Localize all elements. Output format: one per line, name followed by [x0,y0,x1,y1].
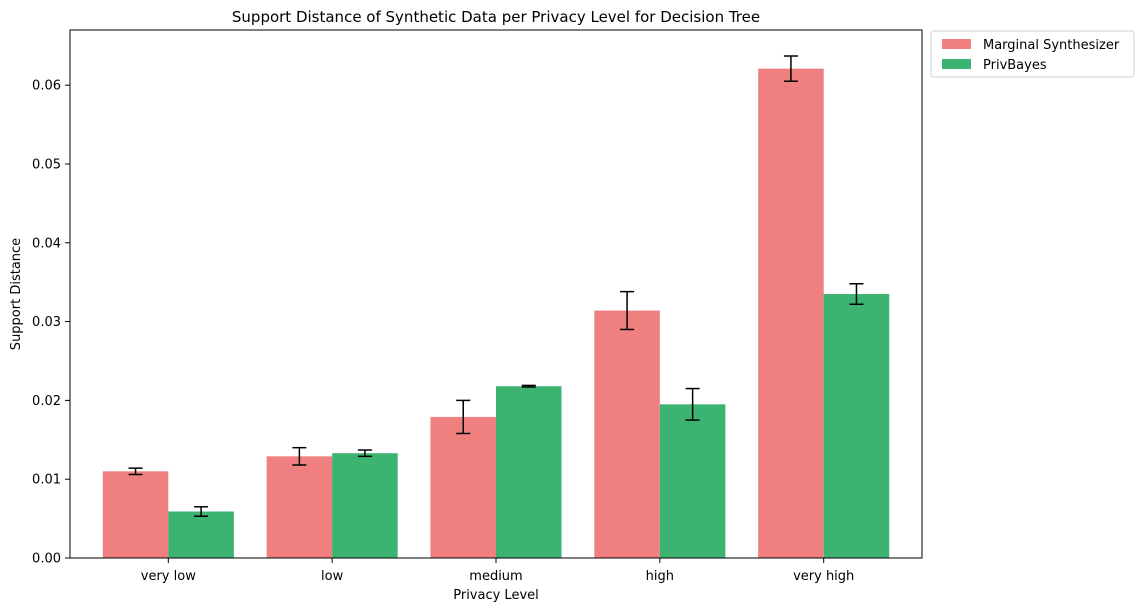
y-tick-label: 0.01 [32,473,61,488]
bar-marginal-synthesizer-high [594,310,660,558]
error-bar-privbayes-very-low [194,506,209,517]
error-bar-marginal-synthesizer-high [620,290,635,331]
error-bar-marginal-synthesizer-low [292,446,307,466]
bar-privbayes-high [659,404,726,558]
y-tick-label: 0.02 [32,394,61,409]
error-bar-privbayes-high [685,387,700,421]
x-axis: very low low medium high very high [141,558,854,584]
x-tick-label-medium: medium [469,569,522,584]
bar-marginal-synthesizer-very-high [758,68,824,558]
legend-label-privbayes: PrivBayes [983,58,1047,73]
error-bar-privbayes-low [357,449,372,458]
bar-privbayes-medium [496,386,562,558]
x-tick-label-very-low: very low [141,569,196,584]
x-tick-label-high: high [646,569,674,584]
error-bar-marginal-synthesizer-very-low [128,467,143,476]
legend: Marginal Synthesizer PrivBayes [930,30,1135,78]
x-tick-label-very-high: very high [793,569,854,584]
chart-title: Support Distance of Synthetic Data per P… [232,8,760,26]
y-tick-label: 0.06 [32,79,61,94]
bars-layer [102,68,890,558]
bar-marginal-synthesizer-medium [430,416,496,558]
x-tick-label-low: low [321,569,344,584]
legend-frame [930,30,1135,78]
legend-swatch-privbayes [942,59,971,69]
y-tick-label: 0.03 [32,315,61,330]
error-bar-privbayes-very-high [849,283,864,305]
bar-privbayes-very-low [168,511,234,558]
y-tick-label: 0.00 [32,552,61,567]
x-axis-label: Privacy Level [453,588,539,603]
bar-privbayes-very-high [823,294,890,558]
bar-marginal-synthesizer-low [266,456,333,558]
legend-label-marginal-synthesizer: Marginal Synthesizer [983,38,1120,53]
legend-swatch-marginal-synthesizer [942,39,971,49]
bar-privbayes-low [332,453,398,558]
y-axis-label: Support Distance [9,238,24,350]
y-axis: 0.00 0.01 0.02 0.03 0.04 0.05 0.06 [32,79,70,567]
error-bars-layer [128,55,864,517]
y-tick-label: 0.05 [32,157,61,172]
error-bar-privbayes-medium [521,384,536,388]
error-bar-marginal-synthesizer-very-high [783,55,798,82]
bar-marginal-synthesizer-very-low [102,471,169,558]
y-tick-label: 0.04 [32,236,61,251]
error-bar-marginal-synthesizer-medium [456,399,471,435]
